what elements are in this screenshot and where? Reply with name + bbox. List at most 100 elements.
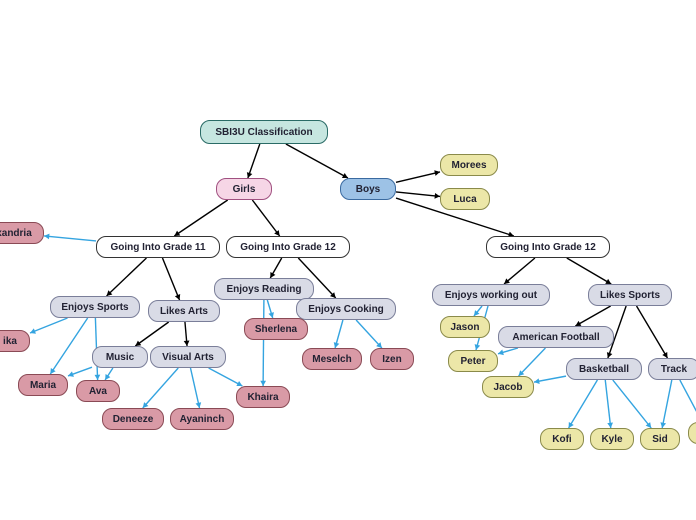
node-g12a: Going Into Grade 12 bbox=[226, 236, 350, 258]
node-khaira: Khaira bbox=[236, 386, 290, 408]
edge bbox=[613, 380, 651, 428]
node-label: SBI3U Classification bbox=[215, 127, 312, 138]
node-esports: Enjoys Sports bbox=[50, 296, 140, 318]
arrowhead bbox=[534, 378, 540, 384]
node-label: Sherlena bbox=[255, 324, 297, 335]
edge bbox=[567, 258, 611, 284]
edge bbox=[504, 258, 535, 284]
node-label: Maria bbox=[30, 380, 56, 391]
node-xandria: xandria bbox=[0, 222, 44, 244]
node-label: Peter bbox=[460, 356, 485, 367]
node-label: Basketball bbox=[579, 364, 629, 375]
node-label: Boys bbox=[356, 184, 380, 195]
node-eread: Enjoys Reading bbox=[214, 278, 314, 300]
edge bbox=[396, 172, 440, 182]
edge bbox=[575, 306, 610, 326]
node-g11: Going Into Grade 11 bbox=[96, 236, 220, 258]
node-maria: Maria bbox=[18, 374, 68, 396]
node-ecook: Enjoys Cooking bbox=[296, 298, 396, 320]
node-sherlena: Sherlena bbox=[244, 318, 308, 340]
edge bbox=[50, 318, 87, 374]
node-label: Going Into Grade 12 bbox=[500, 242, 596, 253]
node-kofi: Kofi bbox=[540, 428, 584, 450]
node-kyle: Kyle bbox=[590, 428, 634, 450]
edge bbox=[605, 380, 610, 428]
edge bbox=[44, 236, 96, 241]
node-jason: Jason bbox=[440, 316, 490, 338]
node-root: SBI3U Classification bbox=[200, 120, 328, 144]
node-music: Music bbox=[92, 346, 148, 368]
node-track: Track bbox=[648, 358, 696, 380]
node-label: Deneeze bbox=[113, 414, 154, 425]
node-label: Music bbox=[106, 352, 134, 363]
node-label: Kyle bbox=[601, 434, 622, 445]
node-larts: Likes Arts bbox=[148, 300, 220, 322]
node-label: Sid bbox=[652, 434, 668, 445]
node-ework: Enjoys working out bbox=[432, 284, 550, 306]
node-label: Khaira bbox=[247, 392, 278, 403]
node-bball: Basketball bbox=[566, 358, 642, 380]
edge bbox=[107, 258, 147, 296]
node-ava: Ava bbox=[76, 380, 120, 402]
node-label: Jason bbox=[451, 322, 480, 333]
edge bbox=[286, 144, 348, 178]
node-label: Track bbox=[661, 364, 687, 375]
node-label: Morees bbox=[451, 160, 486, 171]
arrowhead bbox=[44, 234, 50, 240]
edge bbox=[637, 306, 668, 358]
node-ika: ika bbox=[0, 330, 30, 352]
node-peter: Peter bbox=[448, 350, 498, 372]
node-sid: Sid bbox=[640, 428, 680, 450]
node-ayaninch: Ayaninch bbox=[170, 408, 234, 430]
node-label: Izen bbox=[382, 354, 401, 365]
node-izen: Izen bbox=[370, 348, 414, 370]
edge bbox=[209, 368, 243, 386]
node-label: Ava bbox=[89, 386, 107, 397]
node-label: Going Into Grade 11 bbox=[110, 242, 205, 253]
edge bbox=[519, 348, 546, 376]
node-label: Luca bbox=[453, 194, 476, 205]
node-label: Meselch bbox=[312, 354, 351, 365]
edge bbox=[174, 200, 227, 236]
node-label: Likes Arts bbox=[160, 306, 208, 317]
node-morees: Morees bbox=[440, 154, 498, 176]
edge bbox=[162, 258, 179, 300]
edge bbox=[143, 368, 178, 408]
edge bbox=[135, 322, 168, 346]
edge bbox=[356, 320, 382, 348]
node-label: American Football bbox=[512, 332, 599, 343]
edge bbox=[680, 380, 696, 422]
node-afoot: American Football bbox=[498, 326, 614, 348]
node-label: Enjoys working out bbox=[445, 290, 537, 301]
node-lsports: Likes Sports bbox=[588, 284, 672, 306]
edge bbox=[396, 192, 440, 197]
node-luca: Luca bbox=[440, 188, 490, 210]
edge bbox=[252, 200, 279, 236]
node-label: Enjoys Cooking bbox=[308, 304, 384, 315]
edge bbox=[248, 144, 260, 178]
node-label: Enjoys Sports bbox=[61, 302, 128, 313]
node-label: Enjoys Reading bbox=[226, 284, 301, 295]
node-g12b: Going Into Grade 12 bbox=[486, 236, 610, 258]
edge bbox=[263, 300, 264, 386]
node-label: Jacob bbox=[494, 382, 523, 393]
node-label: Visual Arts bbox=[162, 352, 214, 363]
edge bbox=[662, 380, 672, 428]
node-label: Ayaninch bbox=[180, 414, 225, 425]
node-jacob: Jacob bbox=[482, 376, 534, 398]
node-label: ika bbox=[3, 336, 17, 347]
node-boys: Boys bbox=[340, 178, 396, 200]
node-varts: Visual Arts bbox=[150, 346, 226, 368]
edge bbox=[569, 380, 598, 428]
node-meselch: Meselch bbox=[302, 348, 362, 370]
node-label: Likes Sports bbox=[600, 290, 660, 301]
arrowhead bbox=[434, 170, 440, 176]
node-label: Girls bbox=[233, 184, 256, 195]
node-label: Going Into Grade 12 bbox=[240, 242, 336, 253]
node-deneeze: Deneeze bbox=[102, 408, 164, 430]
node-label: Kofi bbox=[552, 434, 571, 445]
edge bbox=[30, 318, 68, 333]
edge bbox=[190, 368, 199, 408]
node-girls: Girls bbox=[216, 178, 272, 200]
node-label: xandria bbox=[0, 228, 32, 239]
